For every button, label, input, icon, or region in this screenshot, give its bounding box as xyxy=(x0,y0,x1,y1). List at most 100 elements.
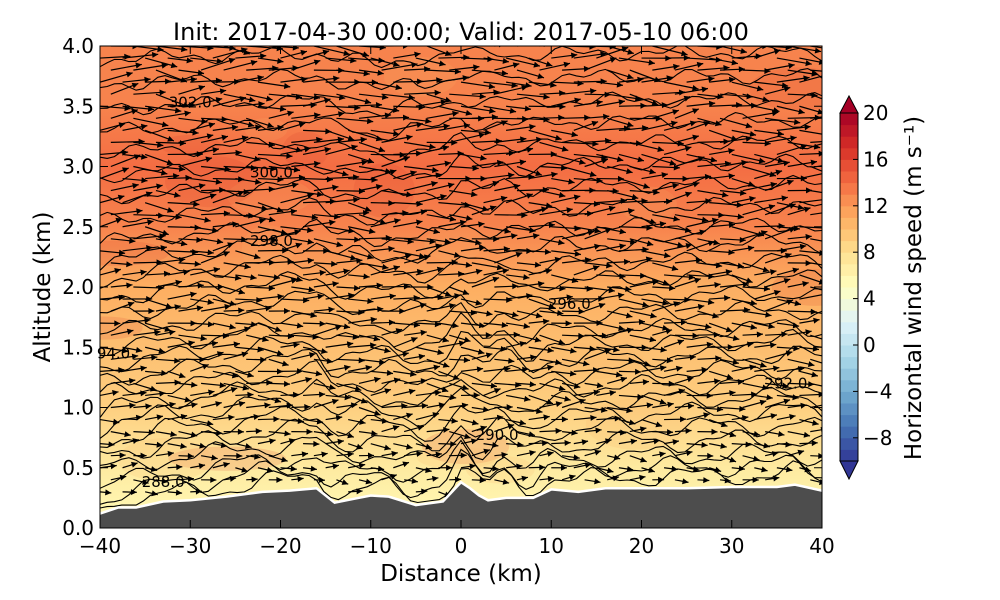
wind-arrow xyxy=(731,298,757,306)
wind-arrow-shaft xyxy=(799,226,822,229)
wind-arrow xyxy=(561,382,581,389)
wind-vectors xyxy=(100,46,822,498)
wind-arrow-head xyxy=(623,258,631,265)
wind-arrow-head xyxy=(434,389,442,396)
wind-arrow xyxy=(607,69,634,80)
wind-arrow xyxy=(460,81,496,90)
wind-arrow xyxy=(144,202,174,213)
wind-arrow xyxy=(562,429,578,436)
wind-arrow xyxy=(449,261,473,268)
wind-arrow-head xyxy=(371,430,378,437)
wind-arrow-head xyxy=(793,225,800,232)
wind-arrow xyxy=(528,202,553,209)
wind-arrow xyxy=(313,184,339,192)
wind-arrow-head xyxy=(662,299,669,306)
wind-arrow xyxy=(516,354,537,361)
wind-arrow-head xyxy=(136,208,143,215)
wind-arrow-head xyxy=(360,397,368,404)
wind-arrow xyxy=(776,345,800,352)
wind-arrow-head xyxy=(544,248,552,255)
wind-arrow-head xyxy=(761,466,768,473)
wind-arrow-head xyxy=(202,363,209,370)
wind-arrow-head xyxy=(757,231,765,237)
wind-arrow-head xyxy=(526,193,533,199)
wind-arrow-head xyxy=(118,122,126,129)
wind-arrow xyxy=(336,46,370,58)
wind-arrow-head xyxy=(435,451,442,458)
wind-arrow xyxy=(562,257,592,264)
wind-arrow-head xyxy=(157,141,164,148)
wind-arrow xyxy=(754,394,773,401)
wind-arrow xyxy=(268,476,283,483)
wind-arrow xyxy=(765,160,790,168)
wind-arrow xyxy=(584,113,610,120)
colorbar-segment xyxy=(840,298,858,311)
wind-arrow xyxy=(471,448,491,457)
wind-arrow xyxy=(539,401,563,409)
wind-arrow-head xyxy=(264,402,271,409)
wind-arrow-head xyxy=(537,281,545,287)
wind-arrow xyxy=(268,182,299,192)
wind-arrow xyxy=(663,226,692,233)
wind-arrow xyxy=(539,475,555,482)
wind-arrow xyxy=(178,236,203,243)
wind-arrow-head xyxy=(660,346,667,353)
wind-arrow xyxy=(426,451,442,458)
wind-arrow-head xyxy=(682,175,689,182)
wind-arrow-head xyxy=(356,257,363,264)
wind-arrow xyxy=(562,88,597,95)
wind-arrow xyxy=(348,418,366,425)
wind-arrow xyxy=(404,165,439,174)
wind-arrow xyxy=(404,450,423,457)
wind-arrow-head xyxy=(417,424,424,431)
wind-arrow xyxy=(381,114,410,121)
wind-arrow xyxy=(674,134,699,143)
contour-label: 290.0 xyxy=(476,426,519,444)
wind-arrow-head xyxy=(675,365,683,372)
isentrope-line xyxy=(100,269,822,304)
wind-arrow xyxy=(438,340,466,348)
wind-arrow-head xyxy=(758,157,766,164)
wind-arrow xyxy=(709,249,735,256)
wind-arrow xyxy=(426,110,459,119)
wind-arrow xyxy=(505,146,534,156)
x-tick-label: −10 xyxy=(350,534,392,558)
wind-arrow xyxy=(686,121,711,131)
wind-arrow xyxy=(787,141,821,150)
wind-arrow-head xyxy=(183,269,190,276)
wind-arrow-head xyxy=(729,456,737,463)
wind-arrow-head xyxy=(324,97,331,104)
wind-arrow xyxy=(257,81,291,89)
wind-arrow xyxy=(483,366,511,373)
wind-arrow xyxy=(268,333,295,340)
wind-arrow xyxy=(742,262,770,273)
wind-arrow-head xyxy=(347,432,354,439)
wind-arrow-head xyxy=(277,57,284,64)
wind-arrow-head xyxy=(169,401,176,408)
wind-arrow-head xyxy=(242,384,249,391)
wind-arrow xyxy=(629,402,654,409)
wind-arrow-head xyxy=(332,463,339,470)
wind-arrow-shaft xyxy=(618,57,655,64)
wind-arrow-head xyxy=(600,406,608,413)
wind-arrow-head xyxy=(145,403,152,410)
wind-arrow xyxy=(325,394,351,401)
wind-arrow xyxy=(742,476,759,483)
wind-arrow-head xyxy=(529,450,536,456)
wind-arrow xyxy=(393,51,421,59)
wind-arrow xyxy=(122,346,143,353)
wind-arrow-head xyxy=(479,477,486,484)
wind-arrow-head xyxy=(571,429,578,436)
colorbar-segment xyxy=(840,252,858,265)
wind-arrow xyxy=(381,190,413,198)
wind-arrow xyxy=(799,199,822,204)
wind-arrow-shaft xyxy=(810,262,822,266)
wind-arrow-head xyxy=(276,206,284,213)
wind-arrow xyxy=(212,242,235,252)
wind-arrow-head xyxy=(307,192,314,199)
wind-arrow-head xyxy=(243,188,250,195)
wind-arrow xyxy=(291,352,316,360)
wind-arrow xyxy=(348,316,377,324)
wind-arrow xyxy=(110,108,138,119)
wind-arrow-head xyxy=(209,193,217,200)
